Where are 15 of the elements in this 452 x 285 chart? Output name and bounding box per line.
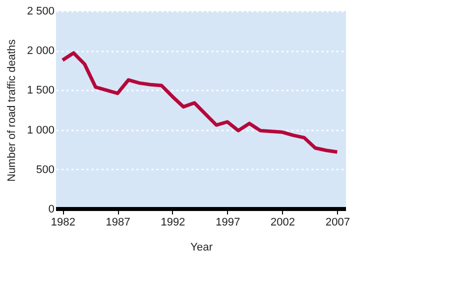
- x-tick-label: 2007: [325, 216, 350, 228]
- x-tick-label: 2002: [270, 216, 296, 228]
- y-tick-label: 1 000: [26, 124, 54, 136]
- x-axis-title: Year: [190, 242, 213, 254]
- y-axis-title: Number of road traffic deaths: [6, 38, 18, 182]
- x-tick-label: 1997: [216, 216, 240, 228]
- x-tick-label: 1992: [160, 216, 186, 228]
- x-tick-label: 1982: [50, 216, 76, 228]
- y-tick-label: 2 500: [26, 6, 54, 18]
- x-tick-label: 1987: [106, 216, 130, 228]
- y-tick-label: 2 000: [26, 45, 54, 58]
- y-tick-label: 0: [48, 204, 54, 216]
- y-tick-label: 1 500: [26, 84, 54, 97]
- line-series: [60, 51, 339, 154]
- y-tick-label: 500: [36, 164, 54, 176]
